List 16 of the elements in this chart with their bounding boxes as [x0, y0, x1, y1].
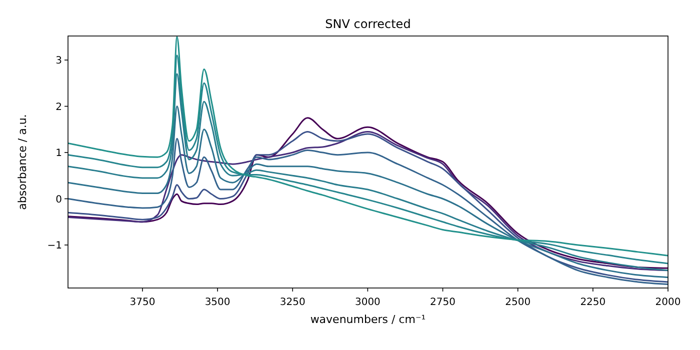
- x-tick-label: 3500: [204, 297, 230, 308]
- x-axis-title: wavenumbers / cm⁻¹: [310, 313, 426, 326]
- x-tick-label: 2500: [505, 297, 531, 308]
- y-tick-label: 3: [56, 56, 62, 67]
- x-tick-label: 3250: [280, 297, 306, 308]
- x-tick-label: 3750: [130, 297, 156, 308]
- y-tick-label: 1: [56, 148, 62, 160]
- y-tick-label: 0: [56, 194, 62, 206]
- chart-title: SNV corrected: [325, 17, 411, 31]
- x-tick-label: 2250: [580, 297, 606, 308]
- y-tick-label: −1: [47, 240, 62, 252]
- x-tick-label: 2750: [430, 297, 456, 308]
- y-axis-title: absorbance / a.u.: [16, 114, 29, 210]
- x-tick-label: 3000: [354, 297, 380, 308]
- y-tick-label: 2: [56, 102, 62, 113]
- x-tick-label: 2000: [655, 297, 681, 308]
